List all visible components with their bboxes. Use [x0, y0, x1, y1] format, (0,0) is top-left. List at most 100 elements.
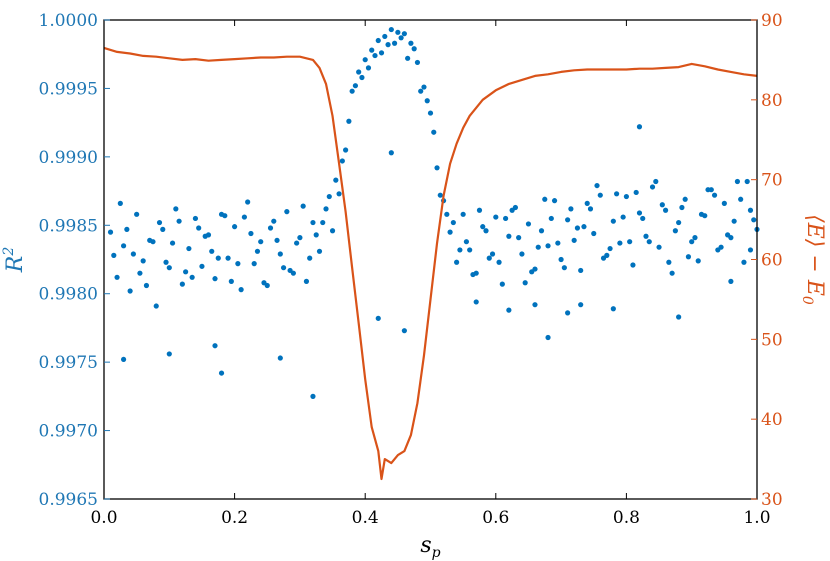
scatter-point	[300, 203, 306, 209]
scatter-point	[153, 303, 159, 309]
scatter-point	[493, 214, 499, 220]
scatter-point	[284, 209, 290, 215]
scatter-point	[248, 230, 254, 237]
scatter-point	[499, 281, 505, 287]
scatter-point	[421, 84, 427, 90]
scatter-point	[179, 281, 185, 287]
scatter-point	[186, 245, 192, 252]
right-tick-label: 40	[761, 410, 783, 430]
scatter-point	[391, 40, 398, 46]
scatter-point	[254, 248, 261, 254]
scatter-point	[280, 265, 287, 271]
scatter-point	[623, 193, 630, 200]
scatter-point	[571, 237, 577, 243]
scatter-point	[711, 192, 718, 198]
scatter-point	[669, 270, 675, 276]
scatter-point	[218, 370, 225, 376]
scatter-point	[336, 191, 342, 197]
scatter-point	[326, 193, 332, 200]
left-axis-title-superscript: 2	[1, 247, 17, 257]
scatter-point	[672, 228, 678, 234]
scatter-point	[525, 221, 532, 227]
left-tick-label: 0.9980	[39, 285, 98, 305]
scatter-point	[215, 255, 221, 261]
scatter-point	[310, 219, 316, 226]
right-axis-title-subscript: 0	[799, 296, 815, 305]
scatter-point	[614, 191, 620, 197]
left-axis-title: R2	[1, 247, 28, 274]
scatter-point	[209, 248, 215, 254]
x-tick-label: 0.4	[352, 508, 379, 528]
right-axis-ticks: 30 40 50 60 70 80 90	[751, 11, 783, 510]
scatter-point	[140, 258, 146, 264]
scatter-point	[143, 282, 150, 289]
scatter-point	[245, 199, 251, 205]
scatter-point	[636, 210, 643, 216]
scatter-point	[378, 50, 385, 56]
scatter-point	[277, 251, 283, 257]
scatter-point	[662, 207, 669, 213]
scatter-point	[587, 206, 594, 212]
scatter-point	[738, 196, 744, 202]
left-tick-label: 0.9995	[39, 79, 98, 99]
x-tick-label: 0.2	[221, 508, 248, 528]
scatter-point	[558, 256, 564, 263]
scatter-point	[329, 228, 336, 234]
x-tick-label: 0.8	[613, 508, 640, 528]
left-tick-label: 0.9975	[39, 353, 98, 373]
scatter-point	[385, 42, 391, 48]
scatter-point	[258, 239, 264, 245]
scatter-point	[431, 129, 437, 135]
scatter-point	[349, 88, 355, 94]
scatter-point	[545, 243, 551, 249]
scatter-point	[294, 240, 300, 246]
scatter-point	[343, 147, 349, 153]
scatter-point	[734, 178, 741, 185]
scatter-series	[107, 26, 760, 399]
scatter-point	[578, 267, 584, 274]
scatter-point	[721, 200, 727, 206]
scatter-point	[460, 211, 466, 217]
scatter-point	[542, 196, 548, 202]
right-tick-label: 50	[761, 330, 783, 350]
scatter-point	[470, 271, 476, 278]
scatter-point	[751, 217, 757, 223]
scatter-point	[519, 251, 525, 257]
scatter-point	[594, 182, 600, 189]
scatter-point	[375, 37, 381, 44]
left-axis-ticks: 0.9965 0.9970 0.9975 0.9980 0.9985 0.9990 0.99…	[39, 11, 110, 510]
scatter-point	[685, 254, 692, 260]
scatter-point	[565, 310, 571, 316]
right-axis-title: ⟨E⟩ − E0	[799, 214, 827, 305]
scatter-point	[352, 83, 359, 89]
scatter-point	[473, 299, 479, 305]
right-tick-label: 30	[761, 490, 783, 510]
scatter-point	[362, 57, 368, 63]
scatter-point	[411, 46, 417, 52]
scatter-point	[447, 229, 453, 235]
scatter-point	[395, 29, 401, 35]
x-tick-label: 1.0	[743, 508, 770, 528]
scatter-point	[137, 270, 143, 276]
scatter-point	[698, 211, 705, 217]
scatter-point	[548, 215, 554, 222]
scatter-point	[107, 229, 114, 235]
scatter-point	[568, 206, 574, 212]
left-tick-label: 0.9990	[39, 148, 98, 168]
scatter-point	[212, 343, 218, 349]
x-axis-title: sp	[420, 533, 440, 561]
scatter-point	[584, 200, 590, 206]
scatter-point	[457, 247, 463, 253]
scatter-point	[486, 255, 492, 261]
scatter-point	[545, 334, 551, 341]
scatter-point	[346, 118, 352, 124]
scatter-point	[232, 224, 238, 230]
scatter-point	[166, 351, 172, 357]
scatter-point	[313, 232, 319, 238]
scatter-point	[692, 235, 698, 241]
scatter-point	[238, 287, 244, 293]
scatter-point	[277, 355, 283, 361]
scatter-point	[156, 219, 163, 226]
scatter-point	[725, 232, 731, 238]
